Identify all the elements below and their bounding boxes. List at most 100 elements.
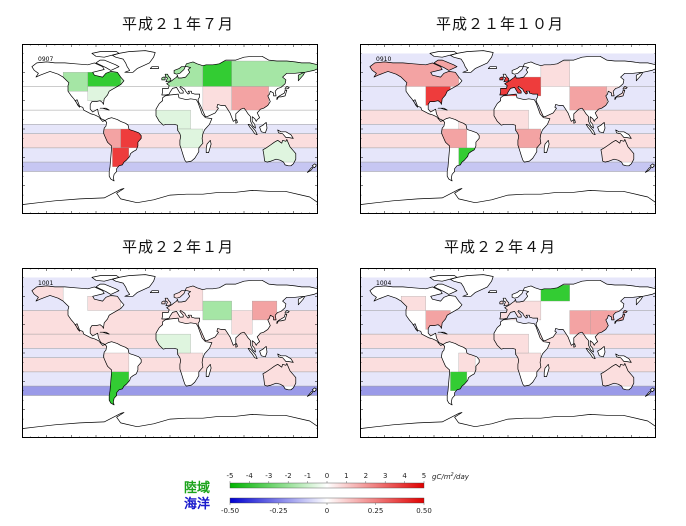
coastline (573, 119, 576, 124)
coastline (247, 347, 258, 360)
coastline (112, 50, 156, 73)
land-mass (206, 364, 212, 377)
ocean-band-cell (22, 133, 318, 148)
coastline (277, 353, 294, 363)
ocean-band-cell (360, 133, 656, 148)
ocean-tick-label: -0.25 (269, 507, 287, 515)
land-mass (488, 66, 497, 69)
ocean-band-cell (360, 348, 656, 358)
land-tick-label: 2 (364, 472, 368, 480)
panel-title-1004: 平成２２年４月 (443, 238, 556, 256)
coastline (284, 86, 290, 90)
land-mass (586, 124, 596, 135)
legend-colorbars: -5 -4 -3 -2 -1 0 1 2 3 4 5 -0.50 -0.25 0 0.25 0.50 gC/… (221, 472, 470, 515)
coastline (585, 123, 596, 136)
ocean-tick-label: -0.50 (221, 507, 239, 515)
coastline (437, 107, 448, 111)
coastline (99, 331, 110, 335)
coastline (311, 387, 317, 393)
coastline (259, 122, 268, 134)
land-region-cell (202, 60, 232, 87)
land-mass (360, 188, 656, 214)
coastline (235, 119, 238, 124)
coastline (433, 59, 458, 71)
land-mass (544, 140, 550, 153)
land-region-cell (231, 86, 269, 111)
panel-code-label: 1001 (38, 280, 53, 287)
ocean-band-cell (360, 162, 656, 172)
panel-code-label: 0907 (38, 56, 53, 63)
coastline (103, 117, 142, 182)
coastline (450, 50, 494, 73)
panel-code-label: 1004 (376, 280, 391, 287)
coastline (31, 285, 125, 346)
land-region-cell (458, 352, 476, 373)
land-mass (544, 364, 550, 377)
land-mass (450, 274, 494, 297)
land-mass (276, 314, 287, 324)
coastline (433, 283, 458, 295)
land-mass (488, 290, 497, 293)
coastline (499, 76, 504, 81)
land-mass (248, 348, 258, 359)
land-tick-label: -1 (304, 472, 311, 480)
ocean-band-cell (360, 124, 656, 134)
map-panel-1004: 1004 (360, 268, 656, 438)
coastline (22, 412, 318, 438)
ocean-band-cell (22, 348, 318, 358)
land-tick-label: -3 (265, 472, 272, 480)
coastline (615, 129, 632, 139)
coastline (499, 300, 504, 305)
land-mass (150, 66, 159, 69)
ocean-tick-label: 0 (325, 507, 329, 515)
ocean-tick-label: 0.25 (368, 507, 384, 515)
world-map-0910: 0910 (360, 44, 656, 214)
coastline (502, 73, 510, 83)
land-region-cell (540, 60, 570, 87)
ocean-band-cell (22, 162, 318, 172)
land-mass (360, 412, 656, 438)
coastline (205, 139, 212, 153)
coastline (429, 275, 458, 282)
coastline (369, 61, 463, 122)
land-colorbar (229, 482, 425, 489)
coastline (649, 163, 655, 169)
coastline (155, 317, 213, 387)
coastline (149, 290, 159, 293)
coastline (543, 363, 550, 377)
land-mass (259, 346, 267, 357)
coastline (161, 279, 318, 353)
land-mass (96, 60, 119, 71)
coastline (360, 188, 656, 214)
coastline (155, 93, 213, 163)
coastline (161, 300, 166, 305)
coastline (600, 363, 635, 391)
coastline (259, 346, 268, 358)
coastline (615, 353, 632, 363)
coastline (493, 317, 551, 387)
land-region-cell (569, 86, 607, 111)
ocean-band-cell (360, 386, 656, 396)
coastline (597, 346, 606, 358)
world-map-0907: 0907 (22, 44, 318, 214)
panel-code-label: 0910 (376, 56, 391, 63)
land-tick-label: 0 (325, 472, 329, 480)
land-tick-label: 5 (422, 472, 426, 480)
land-tick-label: -5 (227, 472, 234, 480)
panel-title-0907: 平成２１年７月 (121, 15, 234, 33)
ocean-band-cell (22, 147, 318, 163)
map-panel-0910: 0910 (360, 44, 656, 214)
land-region-cell (178, 128, 204, 149)
land-mass (429, 51, 457, 58)
coastline (277, 129, 294, 139)
coastline (614, 313, 626, 325)
coastline (31, 61, 125, 122)
coastline (600, 139, 635, 167)
ocean-band-cell (360, 371, 656, 387)
coastline (103, 341, 142, 406)
land-mass (597, 122, 605, 133)
coastline (493, 93, 551, 163)
coastline (499, 55, 656, 129)
land-tick-label: 4 (402, 472, 407, 480)
ocean-band-cell (22, 124, 318, 134)
